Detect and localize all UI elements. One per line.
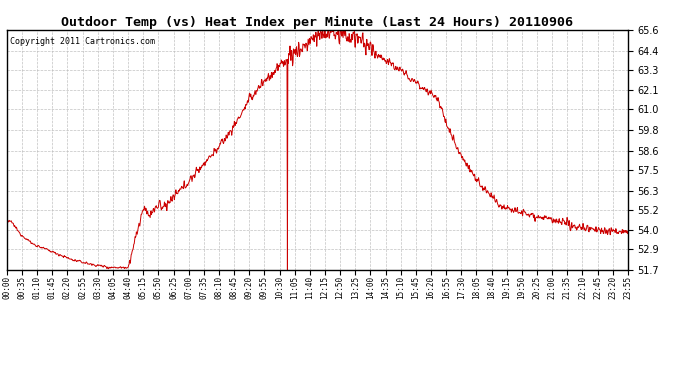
Title: Outdoor Temp (vs) Heat Index per Minute (Last 24 Hours) 20110906: Outdoor Temp (vs) Heat Index per Minute …: [61, 16, 573, 29]
Text: Copyright 2011 Cartronics.com: Copyright 2011 Cartronics.com: [10, 37, 155, 46]
